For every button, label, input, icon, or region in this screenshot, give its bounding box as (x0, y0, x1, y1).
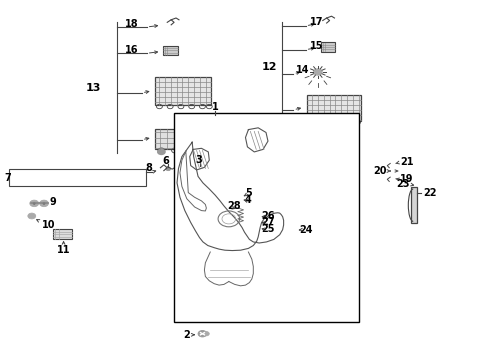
Bar (9, 169, 145, 186)
Text: 15: 15 (309, 41, 323, 51)
Text: 28: 28 (226, 201, 240, 211)
Bar (320, 42, 335, 52)
Bar (154, 129, 205, 149)
Text: 7: 7 (4, 173, 11, 183)
Text: 14: 14 (295, 65, 308, 75)
Text: 25: 25 (261, 224, 274, 234)
Bar (173, 113, 359, 322)
Text: 9: 9 (49, 197, 56, 207)
Text: 16: 16 (125, 45, 139, 55)
Bar (53, 229, 72, 239)
Text: 21: 21 (399, 157, 413, 167)
Text: 13: 13 (85, 83, 101, 93)
Text: 19: 19 (399, 174, 413, 184)
Text: 17: 17 (309, 17, 323, 27)
Text: 20: 20 (372, 166, 386, 176)
Text: 1: 1 (211, 102, 218, 112)
Circle shape (203, 332, 209, 336)
Text: 11: 11 (57, 245, 70, 255)
Circle shape (40, 200, 48, 207)
Bar (154, 77, 210, 105)
Text: 2: 2 (183, 330, 190, 340)
Text: 27: 27 (261, 217, 274, 228)
Text: 18: 18 (125, 19, 139, 30)
Text: 3: 3 (195, 155, 202, 165)
Text: 5: 5 (244, 188, 251, 198)
Circle shape (198, 149, 206, 155)
Circle shape (198, 330, 206, 337)
Circle shape (28, 213, 36, 219)
Text: 6: 6 (162, 156, 168, 166)
Bar (410, 187, 416, 223)
Text: 26: 26 (261, 211, 274, 221)
Text: 8: 8 (145, 163, 152, 174)
Circle shape (33, 202, 36, 204)
Circle shape (42, 202, 45, 204)
Text: 10: 10 (42, 220, 56, 230)
Circle shape (165, 167, 170, 171)
Bar (306, 95, 360, 121)
Circle shape (30, 200, 39, 207)
Circle shape (157, 149, 165, 155)
Text: 12: 12 (261, 62, 276, 72)
Text: 22: 22 (422, 188, 436, 198)
Text: 24: 24 (298, 225, 312, 235)
Circle shape (313, 69, 322, 75)
Text: 23: 23 (395, 179, 409, 189)
Bar (163, 46, 178, 55)
Text: 4: 4 (244, 195, 251, 205)
